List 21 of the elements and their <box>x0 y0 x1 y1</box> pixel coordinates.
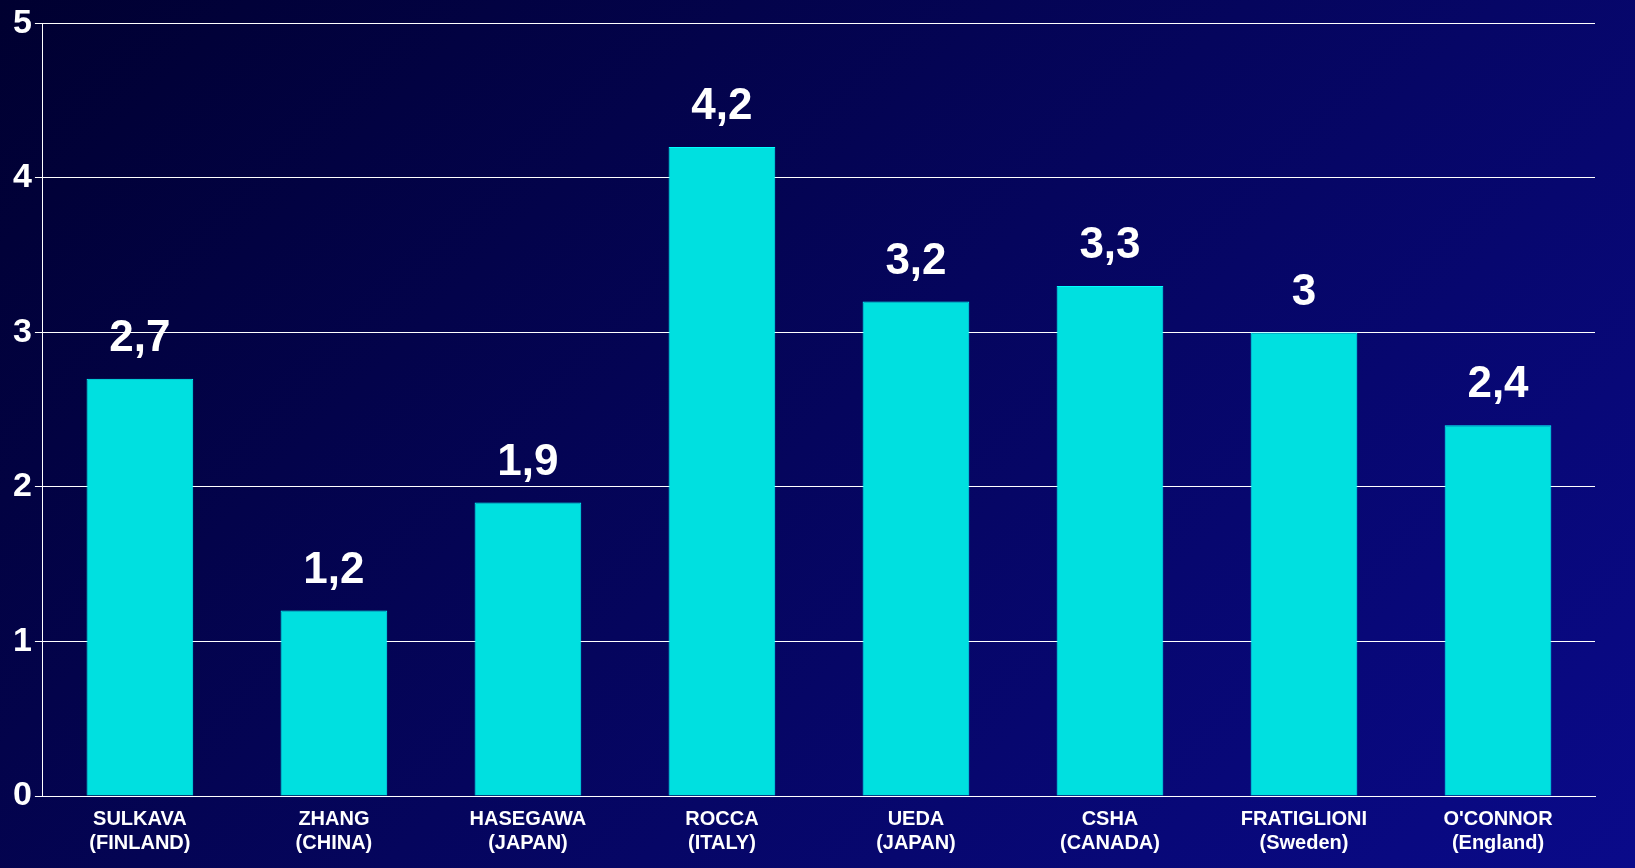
data-label: 2,4 <box>1467 357 1530 407</box>
x-tick-label: UEDA (JAPAN) <box>876 806 956 853</box>
data-label: 1,2 <box>303 542 365 592</box>
data-label: 3,2 <box>885 233 947 283</box>
x-tick-label: SULKAVA (FINLAND) <box>89 806 191 853</box>
data-label: 3 <box>1291 264 1317 314</box>
y-tick-label: 2 <box>12 465 32 504</box>
y-tick-label: 1 <box>12 619 32 658</box>
data-label: 3,3 <box>1079 218 1141 268</box>
y-tick-label: 0 <box>12 774 32 813</box>
x-tick-label: ROCCA (ITALY) <box>685 806 759 853</box>
x-tick-label: O'CONNOR (England) <box>1443 806 1554 853</box>
data-label: 1,9 <box>497 434 559 484</box>
y-tick-label: 3 <box>12 310 32 349</box>
data-label: 4,2 <box>691 79 753 129</box>
y-tick-label: 4 <box>12 156 32 195</box>
x-tick-label: CSHA (CANADA) <box>1059 806 1160 853</box>
y-tick-label: 5 <box>12 1 32 40</box>
x-tick-label: ZHANG (CHINA) <box>295 806 373 853</box>
x-tick-label: FRATIGLIONI (Sweden) <box>1240 806 1368 853</box>
x-tick-label: HASEGAWA (JAPAN) <box>469 806 587 853</box>
